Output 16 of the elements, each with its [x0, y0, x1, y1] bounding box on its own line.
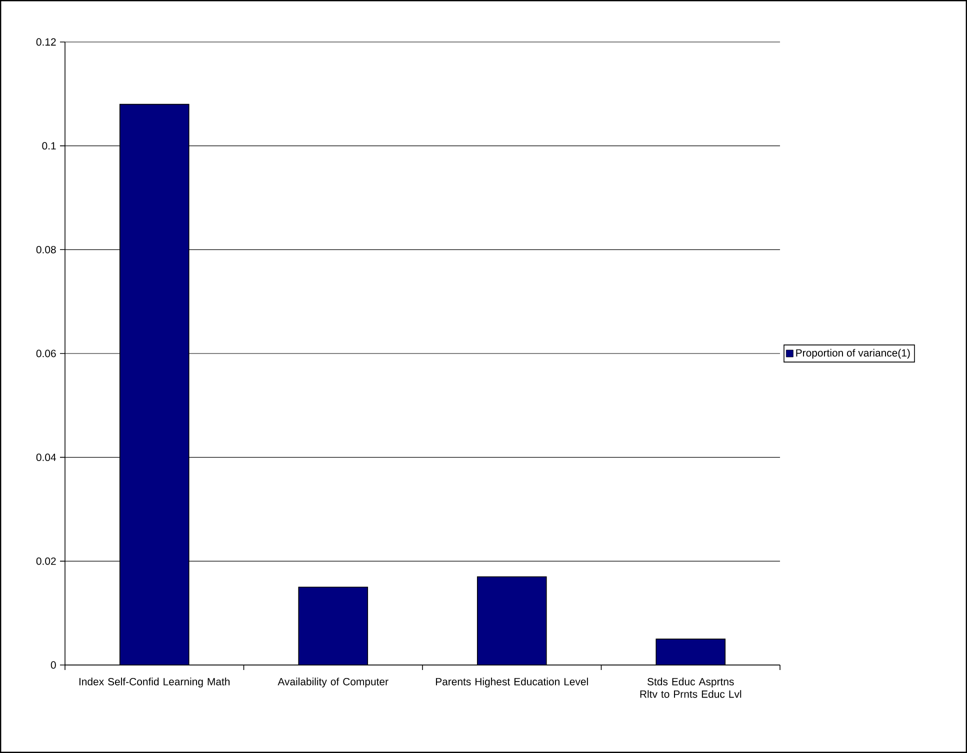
legend-label: Proportion of variance(1) [796, 348, 910, 359]
y-tick-label: 0.02 [36, 557, 56, 565]
bar [120, 104, 189, 665]
x-tick-label: Parents Highest Education Level [436, 678, 588, 688]
x-tick-label: Availability of Computer [278, 678, 388, 688]
x-tick-label: Index Self-Confid Learning Math [79, 678, 230, 688]
y-tick-label: 0.1 [42, 142, 56, 150]
bar [656, 638, 726, 665]
y-tick-label: 0.08 [36, 246, 56, 254]
bar [298, 587, 368, 665]
y-tick-label: 0.04 [36, 454, 56, 462]
y-tick-label: 0.12 [36, 38, 56, 46]
x-tick-label: Stds Educ Asprtns Rltv to Prnts Educ Lvl [640, 678, 742, 698]
bar [477, 576, 546, 665]
y-tick-label: 0.06 [36, 350, 56, 358]
y-tick-label: 0 [50, 661, 56, 669]
